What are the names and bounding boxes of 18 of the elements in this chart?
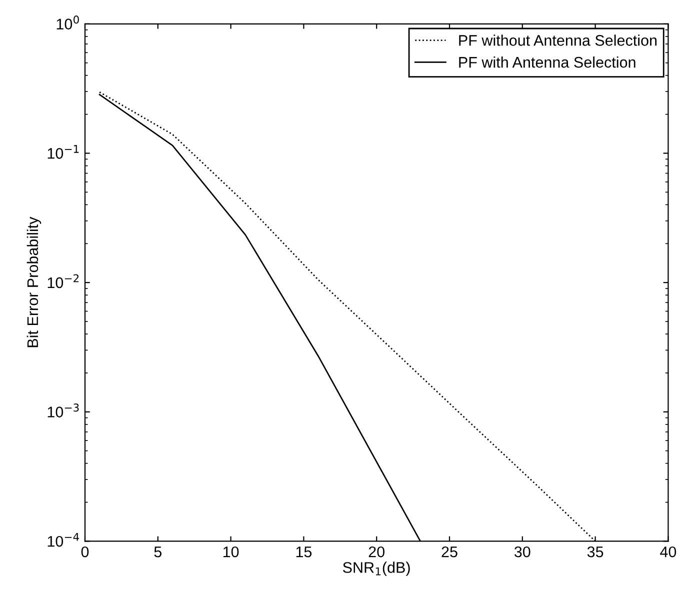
y-tick-label: 10$^{−2}$ [48,274,79,288]
x-tick-label: 15 [296,546,312,558]
x-tick-label: 25 [442,546,458,558]
y-tick-label: 10$^{0}$ [56,16,79,30]
x-tick-label: 30 [514,546,530,558]
legend-label: PF without Antenna Selection [459,34,657,46]
y-axis-title: Bit Error Probability [26,216,42,348]
x-tick-label: 20 [368,546,384,558]
x-tick-label: 35 [587,546,604,558]
y-tick-label: 10$^{−3}$ [48,404,79,418]
legend-label: PF with Antenna Selection [459,56,636,68]
x-tick-label: 10 [223,546,239,558]
y-tick-label: 10$^{−1}$ [48,145,79,159]
x-tick-label: 5 [154,546,162,558]
x-axis-title: SNR$_{1}$(dB) [342,562,410,576]
x-tick-label: 40 [660,546,676,558]
y-tick-label: 10$^{−4}$ [48,532,79,547]
x-tick-label: 0 [81,546,89,558]
